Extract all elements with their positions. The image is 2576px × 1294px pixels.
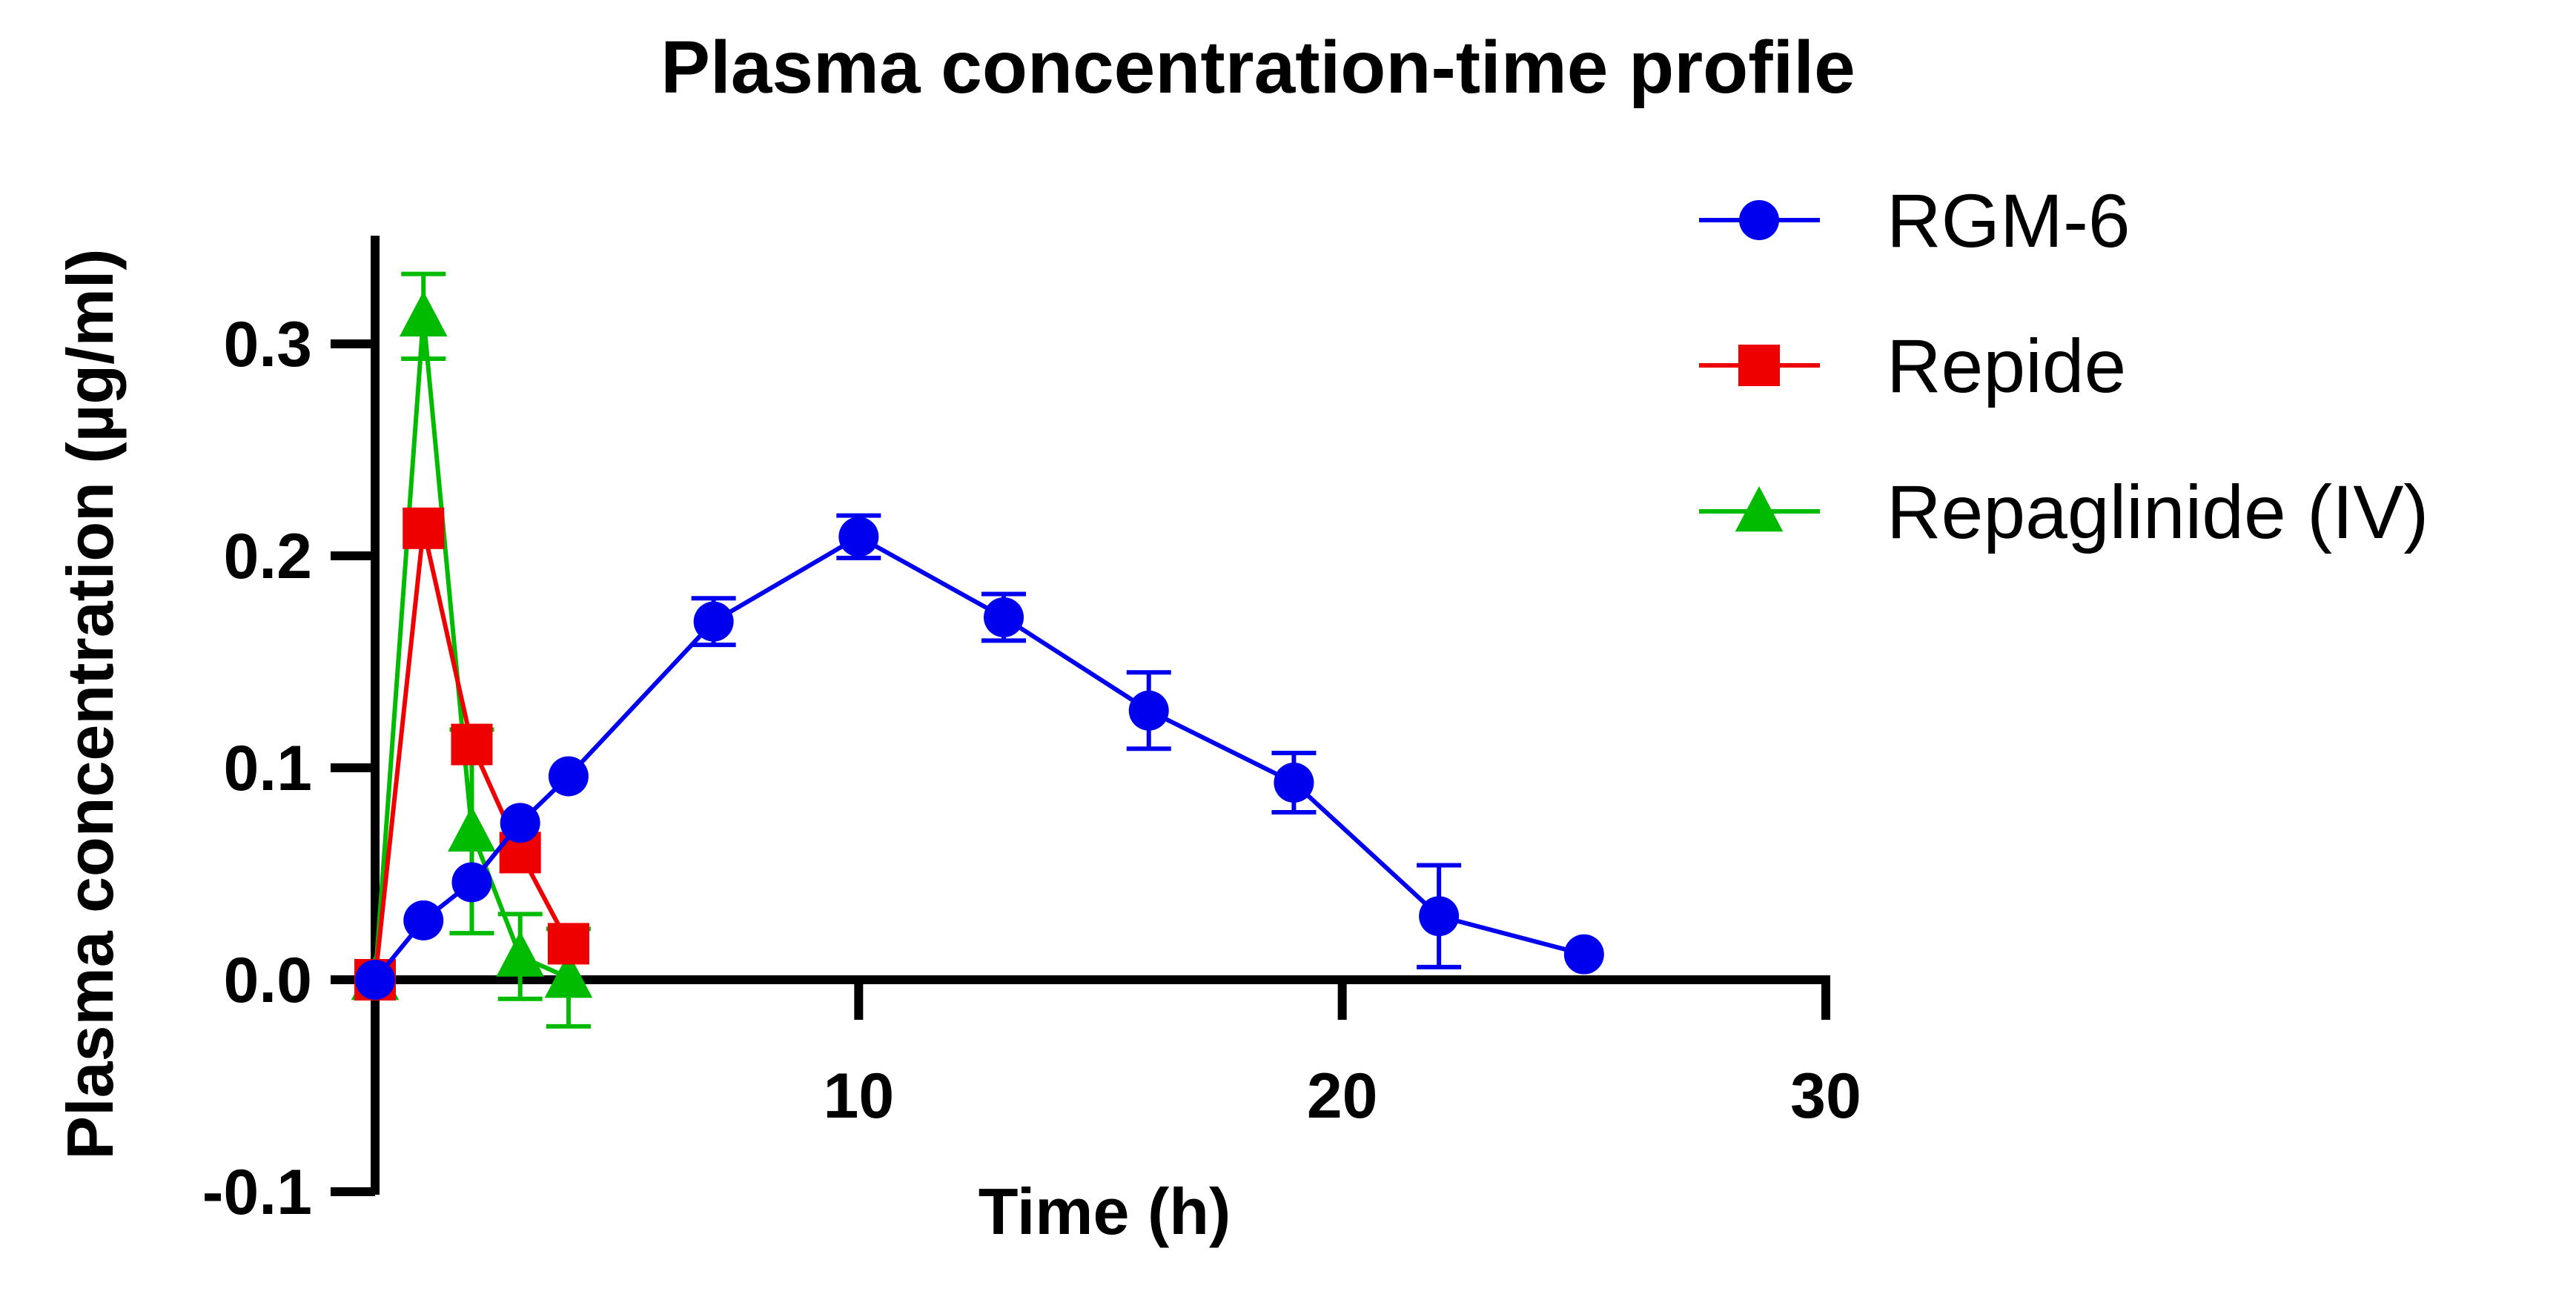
legend-marker (1739, 200, 1779, 240)
y-tick-label: -0.1 (202, 1157, 312, 1228)
axes (371, 236, 1830, 1195)
legend-label: RGM-6 (1887, 179, 2130, 263)
legend-item: Repide (1699, 324, 2126, 408)
legend-label: Repide (1887, 324, 2126, 408)
data-point (403, 507, 445, 549)
legend-marker (1735, 486, 1784, 532)
data-point (693, 601, 734, 642)
legend-item: RGM-6 (1699, 179, 2130, 263)
data-point (1128, 690, 1169, 731)
data-point (548, 756, 589, 797)
data-point (500, 803, 540, 843)
data-point (1274, 763, 1314, 803)
y-tick-label: 0.1 (223, 733, 312, 804)
legend-label: Repaglinide (IV) (1887, 470, 2428, 554)
data-point (544, 952, 593, 998)
data-point (451, 723, 493, 766)
data-point (355, 960, 395, 1000)
x-ticks: 10 20 30 (823, 980, 1861, 1132)
y-axis-label: Plasma concentration (µg/ml) (53, 248, 127, 1159)
y-tick-label: 0.3 (223, 309, 312, 380)
y-tick-label: 0.2 (223, 521, 312, 592)
y-tick-label: 0.0 (223, 945, 312, 1016)
data-point (1563, 934, 1604, 975)
series-line (373, 534, 1585, 981)
data-point (448, 806, 496, 852)
data-point (1419, 896, 1460, 937)
x-tick-label: 20 (1307, 1061, 1378, 1132)
chart-title: Plasma concentration-time profile (660, 26, 1855, 109)
series-repaglinide-iv (351, 271, 593, 1029)
x-axis-label: Time (h) (979, 1175, 1231, 1248)
legend-marker (1738, 345, 1780, 386)
data-point (403, 900, 444, 940)
data-point (838, 517, 879, 557)
data-point (547, 923, 589, 965)
series-rgm-6 (355, 513, 1604, 1000)
plot-area (351, 271, 1604, 1029)
x-tick-label: 30 (1790, 1061, 1861, 1132)
y-ticks: -0.1 0.0 0.1 0.2 0.3 (202, 309, 375, 1228)
data-point (496, 931, 544, 977)
x-tick-label: 10 (823, 1061, 894, 1132)
data-point (399, 291, 448, 337)
legend-item: Repaglinide (IV) (1699, 470, 2428, 554)
data-point (451, 862, 492, 903)
data-point (984, 597, 1024, 637)
legend: RGM-6 Repide Repaglinide (IV) (1699, 179, 2428, 554)
